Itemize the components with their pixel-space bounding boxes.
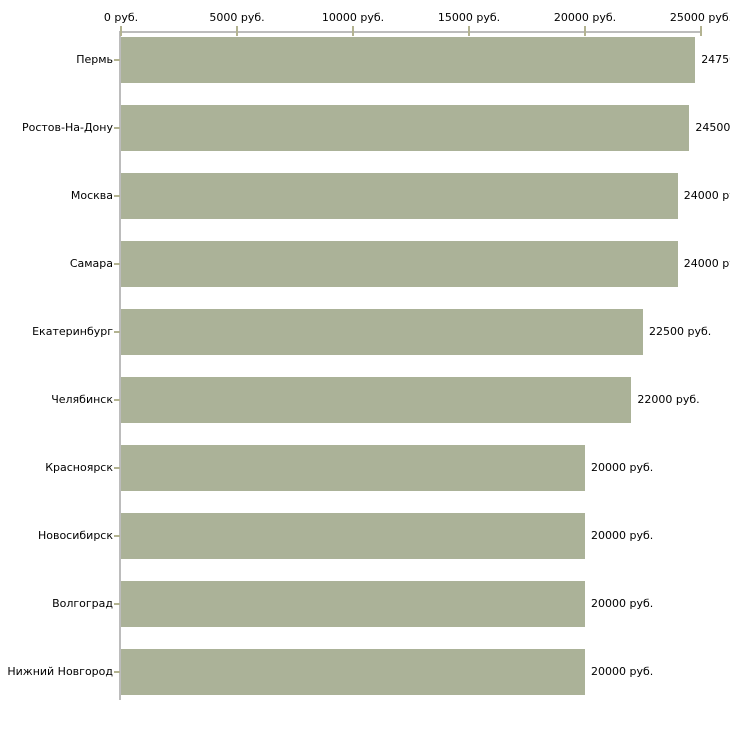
y-tick-mark (114, 127, 120, 129)
x-tick-label: 0 руб. (103, 11, 139, 24)
y-tick-mark (114, 399, 120, 401)
bar (121, 241, 678, 287)
category-label: Волгоград (52, 597, 113, 610)
value-label: 20000 руб. (591, 665, 654, 678)
category-label: Москва (70, 189, 113, 202)
value-label: 20000 руб. (591, 529, 654, 542)
bar (121, 173, 678, 219)
bar (121, 445, 585, 491)
value-label: 24750 руб. (701, 53, 730, 66)
x-tick-mark (120, 26, 122, 36)
y-tick-mark (114, 195, 120, 197)
x-tick-mark (700, 26, 702, 36)
category-label: Красноярск (45, 461, 113, 474)
x-tick-mark (236, 26, 238, 36)
category-label: Самара (69, 257, 113, 270)
y-tick-mark (114, 263, 120, 265)
y-tick-mark (114, 467, 120, 469)
bar (121, 513, 585, 559)
bar (121, 37, 696, 83)
category-label: Пермь (76, 53, 113, 66)
value-label: 22500 руб. (649, 325, 712, 338)
x-tick-mark (584, 26, 586, 36)
category-label: Екатеринбург (32, 325, 113, 338)
x-tick-label: 25000 руб. (669, 11, 730, 24)
value-label: 22000 руб. (637, 393, 700, 406)
bar (121, 105, 690, 151)
bar (121, 309, 643, 355)
bar (121, 649, 585, 695)
value-label: 24500 руб. (695, 121, 730, 134)
x-tick-mark (468, 26, 470, 36)
bar (121, 377, 632, 423)
x-tick-label: 10000 руб. (321, 11, 385, 24)
value-label: 20000 руб. (591, 461, 654, 474)
x-axis-line (119, 31, 702, 33)
x-tick-label: 15000 руб. (437, 11, 501, 24)
y-axis-line (119, 31, 121, 700)
y-tick-mark (114, 59, 120, 61)
value-label: 24000 руб. (683, 189, 730, 202)
y-tick-mark (114, 535, 120, 537)
x-tick-mark (352, 26, 354, 36)
x-tick-label: 5000 руб. (209, 11, 265, 24)
bar (121, 581, 585, 627)
y-tick-mark (114, 671, 120, 673)
value-label: 20000 руб. (591, 597, 654, 610)
category-label: Новосибирск (37, 529, 113, 542)
category-label: Ростов-На-Дону (21, 121, 113, 134)
category-label: Нижний Новгород (7, 665, 113, 678)
y-tick-mark (114, 603, 120, 605)
category-label: Челябинск (51, 393, 113, 406)
x-tick-label: 20000 руб. (553, 11, 617, 24)
y-tick-mark (114, 331, 120, 333)
value-label: 24000 руб. (683, 257, 730, 270)
